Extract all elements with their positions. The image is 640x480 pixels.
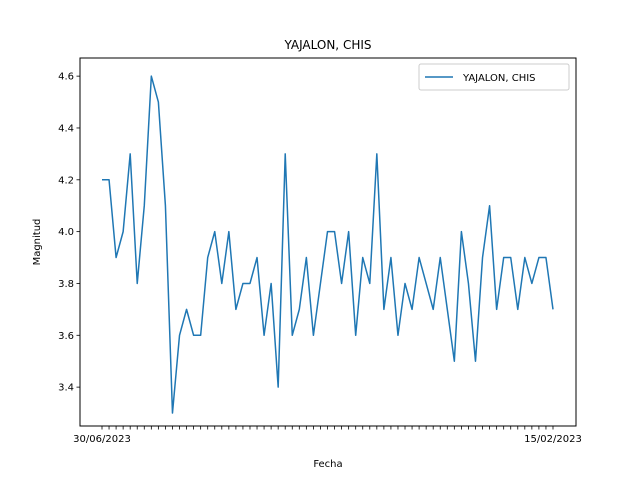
legend: YAJALON, CHIS <box>418 63 570 91</box>
y-tick-label: 4.0 <box>58 227 74 238</box>
y-axis-label: Magnitud <box>32 219 43 266</box>
chart-title: YAJALON, CHIS <box>283 38 371 52</box>
y-tick-label: 4.4 <box>58 123 74 134</box>
series-points <box>101 75 555 415</box>
y-tick-label: 3.8 <box>58 279 74 290</box>
x-tick-label-last: 15/02/2023 <box>524 434 582 445</box>
legend-box <box>418 63 570 91</box>
y-tick-label: 4.2 <box>58 175 74 186</box>
y-axis: 3.4 3.6 3.8 4.0 4.2 4.4 4.6 <box>58 72 80 394</box>
y-tick-label: 4.6 <box>58 72 74 83</box>
legend-label: YAJALON, CHIS <box>462 73 536 84</box>
y-tick-label: 3.6 <box>58 331 74 342</box>
x-tick-label-first: 30/06/2023 <box>73 434 131 445</box>
x-axis: 30/06/2023 15/02/2023 <box>73 426 582 445</box>
y-tick-label: 3.4 <box>58 383 74 394</box>
x-axis-label: Fecha <box>313 459 342 470</box>
plot-area <box>79 57 577 427</box>
series-line-yajalon <box>102 75 554 414</box>
